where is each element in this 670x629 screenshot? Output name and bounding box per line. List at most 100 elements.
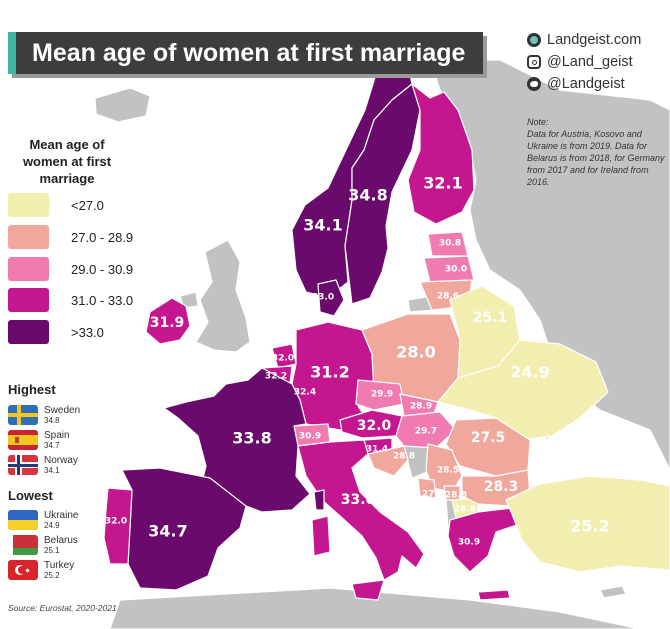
country-sweden [344, 83, 421, 305]
value-denmark: 33.0 [312, 293, 334, 303]
country-crete [477, 589, 511, 601]
value-estonia: 30.8 [439, 239, 461, 249]
highest-item: Sweden 34.8 [8, 404, 80, 426]
lowest-item: Ukraine 24.9 [8, 509, 78, 531]
country-ukraine [437, 339, 609, 441]
value-france: 33.8 [232, 429, 271, 448]
iceland-land [94, 87, 151, 123]
lowest-item: Belarus 25.1 [8, 534, 78, 556]
value-norway: 34.1 [303, 216, 342, 235]
country-finland [407, 83, 475, 225]
legend-label: 27.0 - 28.9 [71, 229, 134, 245]
country-sicily [351, 579, 385, 601]
value-austria: 32.0 [357, 418, 392, 434]
legend-swatch [8, 225, 49, 249]
value-netherlands: 32.0 [272, 354, 294, 364]
country-sardinia [311, 515, 331, 557]
turkey-flag-icon [8, 560, 38, 580]
value-lithuania: 28.6 [437, 292, 459, 302]
value-croatia: 28.8 [393, 452, 415, 462]
highest-value: 34.8 [44, 416, 60, 425]
legend-label: <27.0 [71, 197, 104, 213]
value-spain: 34.7 [148, 522, 187, 541]
source-note: Source: Eurostat, 2020-2021 [8, 603, 117, 613]
value-greece: 30.9 [458, 538, 480, 548]
value-portugal: 32.0 [105, 517, 127, 527]
legend-swatch [8, 257, 49, 281]
lowest-country: Belarus [44, 535, 78, 546]
lowest-value: 25.2 [44, 571, 60, 580]
lowest-country: Turkey [44, 560, 75, 571]
value-belgium: 32.2 [265, 372, 287, 382]
value-slovakia: 28.9 [410, 402, 432, 412]
ukraine-flag-icon [8, 510, 38, 530]
legend-item: <27.0 [8, 193, 104, 217]
legend-item: >33.0 [8, 320, 104, 344]
legend-item: 29.0 - 30.9 [8, 257, 133, 281]
highest-country: Spain [44, 430, 70, 441]
cyprus-land [599, 585, 627, 599]
social-site[interactable]: Landgeist.com [527, 31, 641, 49]
social-twitter[interactable]: @Landgeist [527, 75, 625, 93]
instagram-icon [527, 55, 541, 69]
country-france [163, 367, 311, 513]
value-bulgaria: 28.3 [484, 479, 519, 495]
site-link[interactable]: Landgeist.com [547, 32, 642, 48]
highest-heading: Highest [8, 382, 56, 397]
value-finland: 32.1 [423, 174, 462, 193]
value-ukraine: 24.9 [510, 363, 549, 382]
lowest-country: Ukraine [44, 510, 79, 521]
value-switzerland: 30.9 [299, 432, 321, 442]
twitter-icon [527, 77, 541, 91]
belarus-flag-icon [8, 535, 38, 555]
country-czechia [355, 379, 405, 411]
title-accent [8, 32, 16, 74]
legend-item: 31.0 - 33.0 [8, 288, 133, 312]
twitter-handle[interactable]: @Landgeist [547, 76, 625, 92]
value-germany: 31.2 [310, 363, 349, 382]
country-portugal [103, 487, 133, 565]
lowest-heading: Lowest [8, 488, 53, 503]
lowest-item: Turkey 25.2 [8, 559, 74, 581]
data-note: Note: Data for Austria, Kosovo and Ukrai… [527, 116, 667, 188]
value-italy: 33.0 [341, 492, 376, 508]
legend-label: 31.0 - 33.0 [71, 292, 134, 308]
instagram-handle[interactable]: @Land_geist [547, 54, 633, 70]
legend-label: >33.0 [71, 324, 104, 340]
lowest-value: 24.9 [44, 521, 60, 530]
sweden-flag-icon [8, 405, 38, 425]
country-montenegro [417, 477, 437, 499]
highest-item: Spain 34.7 [8, 429, 70, 451]
value-ireland: 31.9 [150, 315, 185, 331]
value-serbia: 28.5 [437, 466, 459, 476]
value-kosovo: 28.8 [445, 491, 467, 501]
value-north-macedonia: 26.6 [454, 505, 476, 515]
spain-flag-icon [8, 430, 38, 450]
highest-value: 34.7 [44, 441, 60, 450]
highest-value: 34.1 [44, 466, 60, 475]
page-title: Mean age of women at first marriage [32, 39, 466, 67]
value-belarus: 25.1 [473, 310, 508, 326]
country-croatia [367, 445, 409, 477]
value-slovenia: 31.4 [366, 445, 388, 455]
highest-country: Norway [44, 455, 78, 466]
value-luxembourg: 32.4 [294, 388, 316, 398]
value-czechia: 29.9 [371, 390, 393, 400]
value-romania: 27.5 [471, 430, 506, 446]
north-africa-land [109, 587, 641, 629]
country-latvia [423, 255, 475, 283]
landgeist-logo-icon [527, 33, 541, 47]
legend-label: 29.0 - 30.9 [71, 261, 134, 277]
country-italy [297, 439, 425, 581]
social-instagram[interactable]: @Land_geist [527, 53, 633, 71]
legend-item: 27.0 - 28.9 [8, 225, 133, 249]
norway-flag-icon [8, 455, 38, 475]
legend-swatch [8, 288, 49, 312]
note-text: Note: Data for Austria, Kosovo and Ukrai… [527, 117, 665, 187]
value-montenegro: 27.5 [422, 490, 444, 500]
highest-country: Sweden [44, 405, 81, 416]
value-turkey: 25.2 [570, 517, 609, 536]
legend-swatch [8, 320, 49, 344]
